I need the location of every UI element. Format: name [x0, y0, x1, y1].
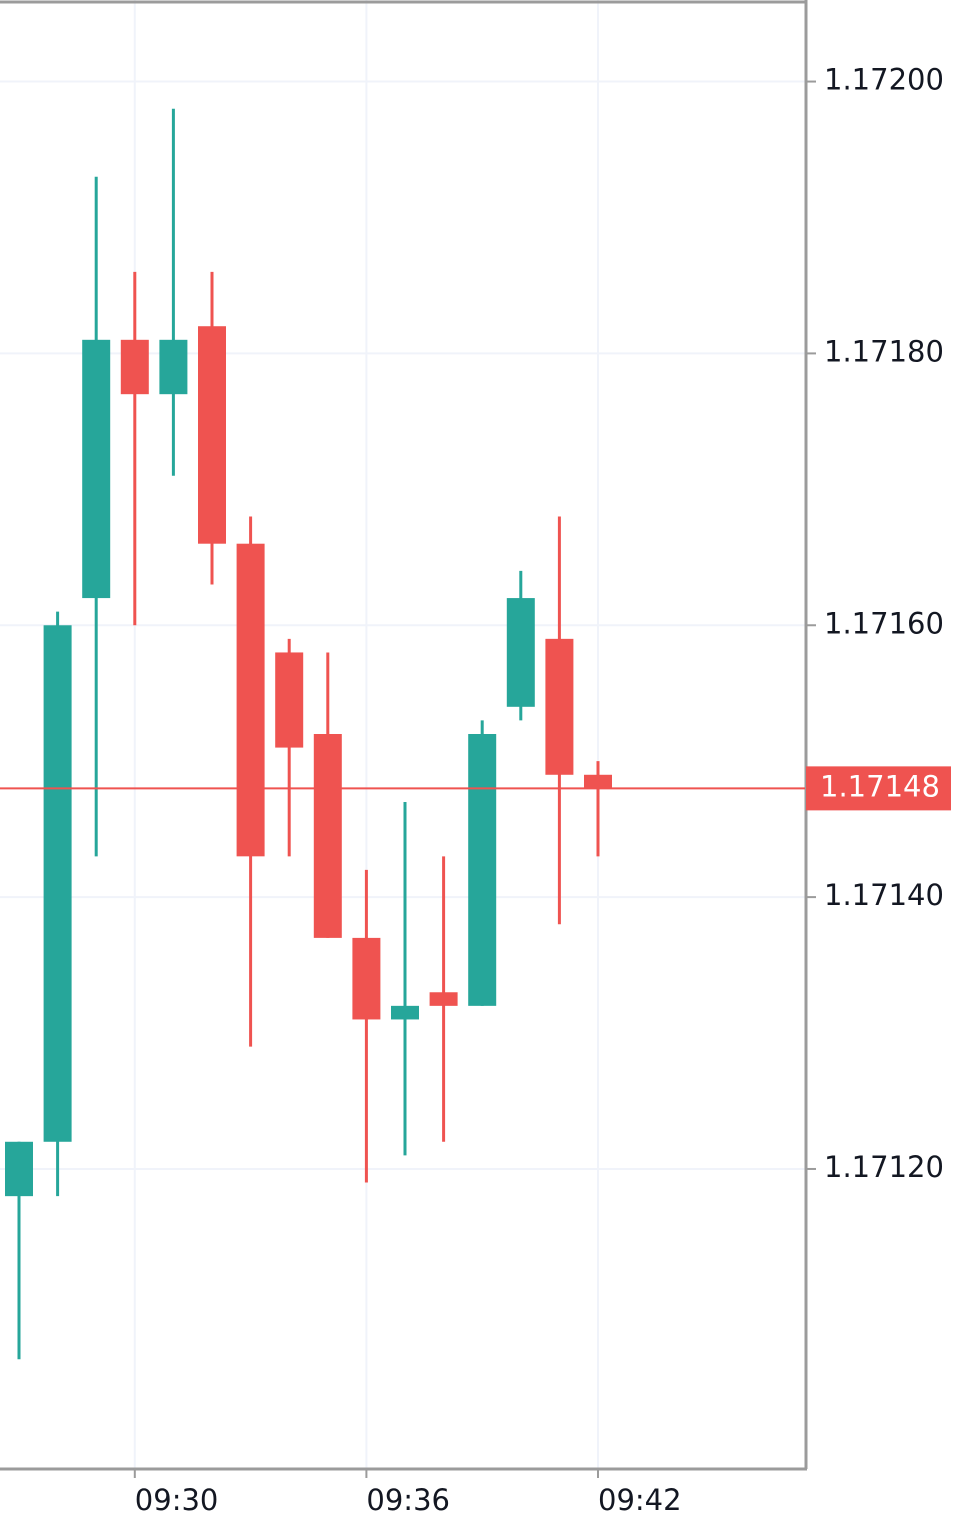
last-price-label: 1.17148: [820, 769, 940, 803]
last-price-badge: [806, 766, 951, 811]
candle-body: [120, 339, 149, 395]
x-tick-label: 09:36: [366, 1483, 450, 1517]
candle-body: [313, 734, 342, 938]
candle-body: [236, 543, 265, 857]
grid: [0, 0, 805, 1468]
candle-body: [198, 326, 226, 544]
y-tick-label: 1.17140: [824, 878, 944, 912]
candle-body: [545, 638, 574, 775]
candle-body: [468, 734, 497, 1006]
candle-body: [275, 652, 304, 748]
y-tick-label: 1.17200: [824, 63, 944, 97]
x-tick-label: 09:42: [598, 1483, 682, 1517]
y-tick-label: 1.17160: [824, 606, 944, 640]
candle-body: [584, 774, 612, 789]
candle-body: [506, 598, 535, 707]
candle-body: [82, 339, 111, 599]
candle-body: [352, 937, 381, 1020]
candle-body: [391, 1005, 419, 1020]
candle-body: [5, 1141, 33, 1197]
x-tick-label: 09:30: [135, 1483, 219, 1517]
y-tick-label: 1.17120: [824, 1150, 944, 1184]
candle-body: [429, 992, 458, 1006]
candle-body: [43, 625, 72, 1142]
y-tick-label: 1.17180: [824, 334, 944, 368]
candle-body: [159, 339, 188, 395]
